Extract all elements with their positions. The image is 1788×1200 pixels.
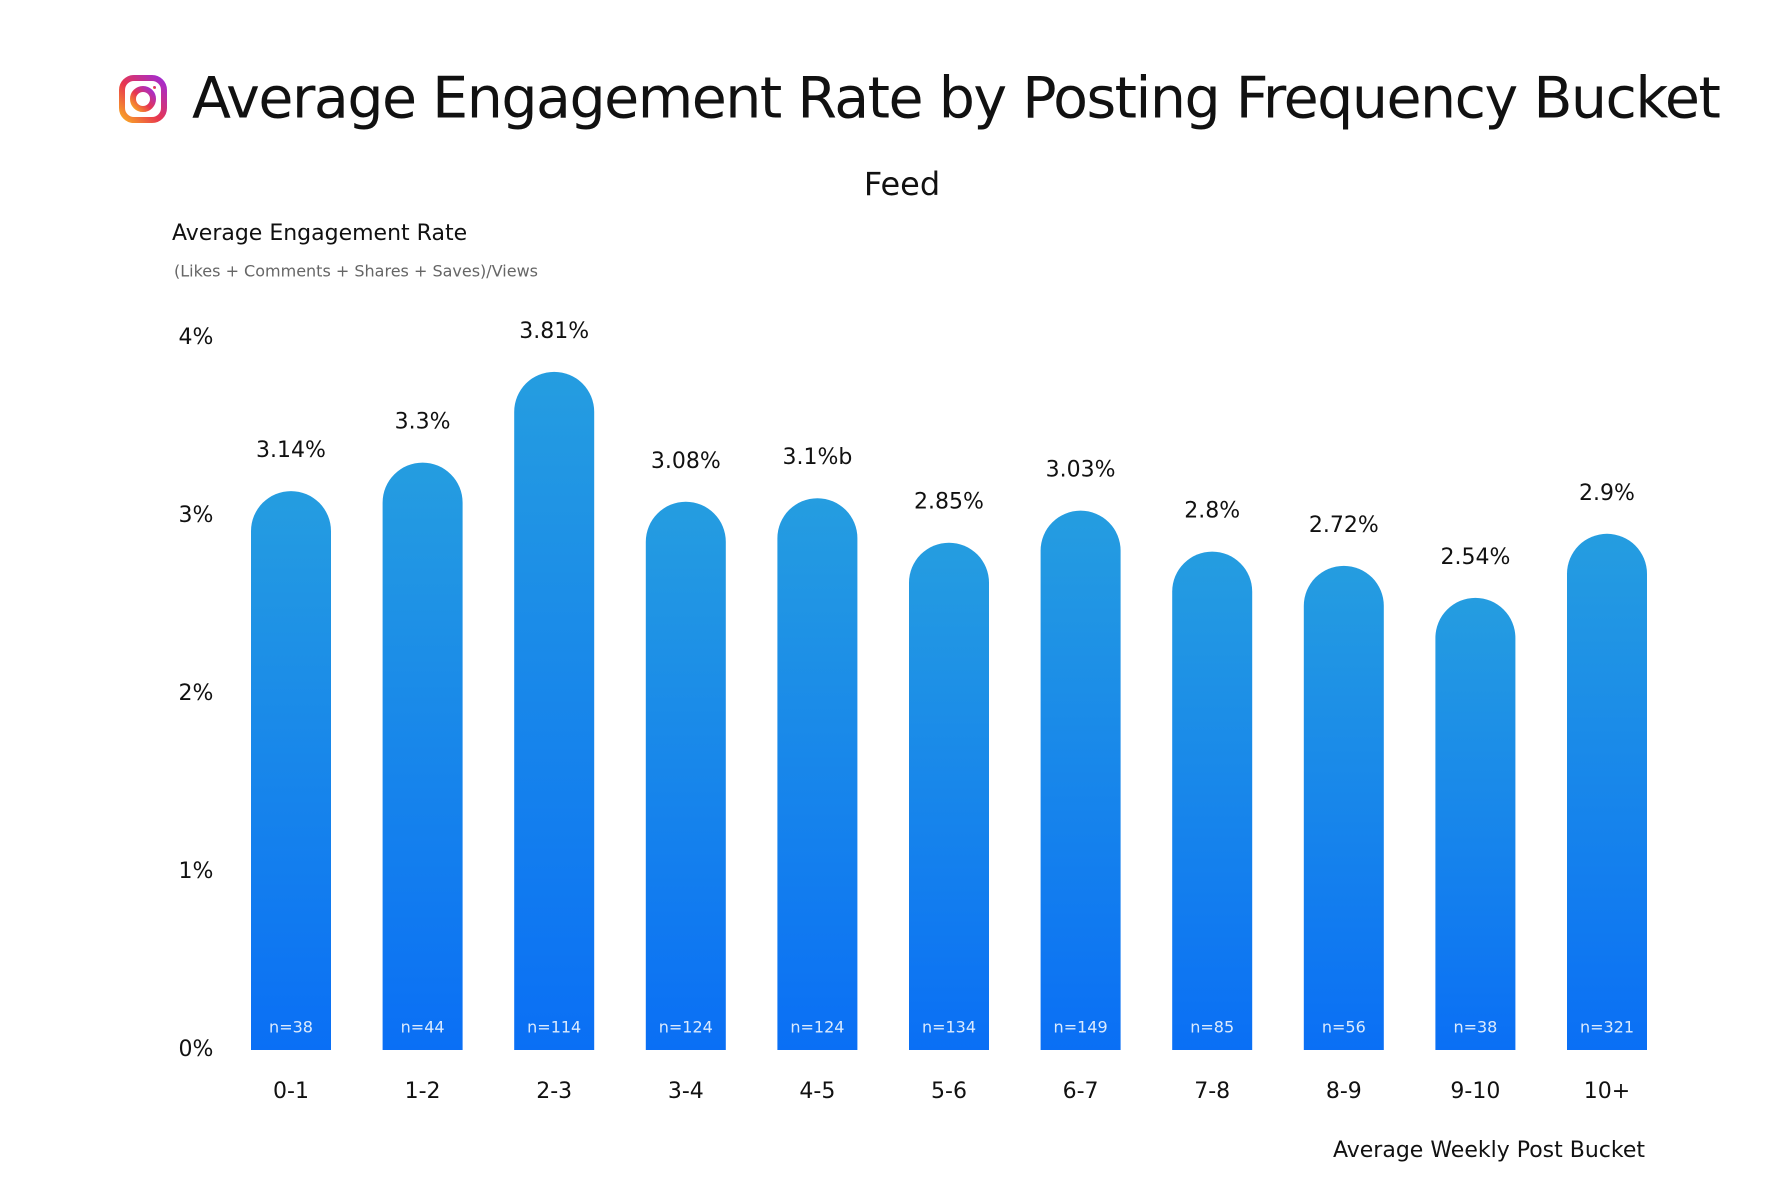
value-label: 2.54% <box>1440 545 1510 570</box>
y-tick-label: 4% <box>179 325 214 350</box>
y-axis-subtitle: (Likes + Comments + Shares + Saves)/View… <box>174 262 538 281</box>
x-tick-label: 0-1 <box>273 1079 309 1104</box>
sample-label: n=149 <box>1054 1018 1108 1037</box>
x-tick-label: 4-5 <box>799 1079 835 1104</box>
bar <box>1303 565 1384 1050</box>
sample-label: n=124 <box>790 1018 844 1037</box>
sample-label: n=85 <box>1190 1018 1234 1037</box>
chart-title: Average Engagement Rate by Posting Frequ… <box>192 66 1719 132</box>
value-label: 2.8% <box>1184 499 1240 524</box>
y-axis-title: Average Engagement Rate <box>172 221 467 246</box>
bar <box>645 501 726 1050</box>
bar <box>382 462 463 1050</box>
sample-label: n=124 <box>659 1018 713 1037</box>
x-tick-label: 8-9 <box>1326 1079 1362 1104</box>
y-tick-label: 1% <box>179 859 214 884</box>
y-tick-label: 2% <box>179 681 214 706</box>
x-tick-label: 1-2 <box>405 1079 441 1104</box>
x-tick-label: 10+ <box>1584 1079 1630 1104</box>
x-tick-label: 2-3 <box>536 1079 572 1104</box>
sample-label: n=134 <box>922 1018 976 1037</box>
value-label: 3.3% <box>395 410 451 435</box>
value-label: 3.03% <box>1046 458 1116 483</box>
value-label: 3.1%b <box>782 445 852 470</box>
bar <box>909 542 989 1050</box>
bar <box>251 491 331 1050</box>
bar <box>1172 551 1253 1050</box>
x-tick-label: 3-4 <box>668 1079 704 1104</box>
sample-label: n=38 <box>1453 1018 1497 1037</box>
chart-subtitle: Feed <box>864 165 940 203</box>
x-tick-label: 7-8 <box>1194 1079 1230 1104</box>
x-tick-label: 5-6 <box>931 1079 967 1104</box>
sample-label: n=44 <box>401 1018 445 1037</box>
bar <box>777 498 858 1050</box>
value-label: 3.14% <box>256 438 326 463</box>
value-label: 3.08% <box>651 449 721 474</box>
bar <box>514 371 595 1050</box>
bar <box>1435 597 1516 1050</box>
value-label: 3.81% <box>519 319 589 344</box>
value-label: 2.85% <box>914 490 984 515</box>
x-tick-label: 6-7 <box>1063 1079 1099 1104</box>
sample-label: n=56 <box>1322 1018 1366 1037</box>
instagram-icon <box>119 75 167 123</box>
value-label: 2.72% <box>1309 513 1379 538</box>
value-label: 2.9% <box>1579 481 1635 506</box>
x-axis-title: Average Weekly Post Bucket <box>1333 1138 1645 1163</box>
sample-label: n=114 <box>527 1018 581 1037</box>
y-tick-label: 0% <box>179 1037 214 1062</box>
bar <box>1567 533 1647 1050</box>
bar <box>1040 510 1121 1050</box>
y-tick-label: 3% <box>179 503 214 528</box>
x-tick-label: 9-10 <box>1450 1079 1500 1104</box>
sample-label: n=321 <box>1580 1018 1634 1037</box>
sample-label: n=38 <box>269 1018 313 1037</box>
